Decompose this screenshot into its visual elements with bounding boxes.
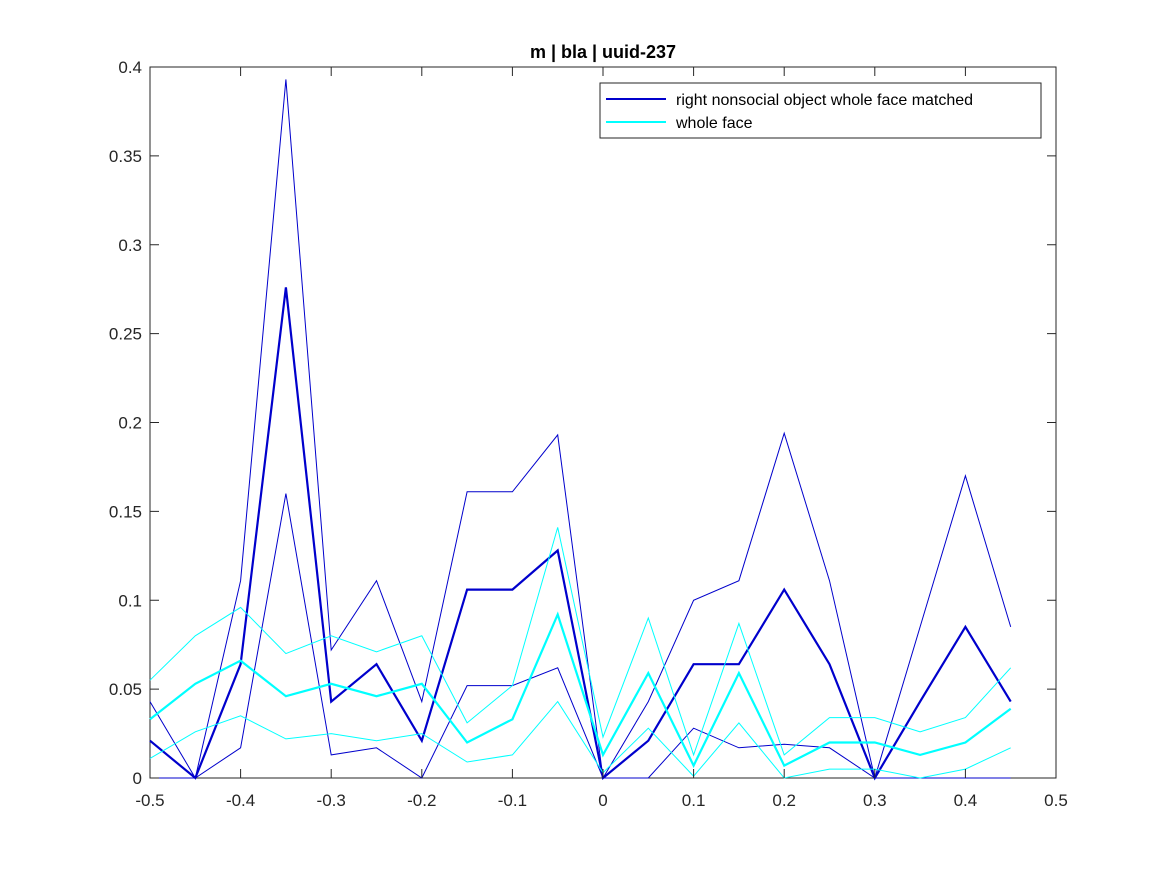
y-tick-label: 0.35	[109, 147, 142, 166]
y-tick-label: 0.2	[118, 414, 142, 433]
y-tick-label: 0.15	[109, 502, 142, 521]
series-mean-line-whole-face	[149, 611, 1012, 769]
x-tick-label: 0.5	[1044, 791, 1068, 810]
series-upper-line-whole-face	[149, 527, 1012, 757]
x-tick-label: 0.3	[863, 791, 887, 810]
y-tick-label: 0.3	[118, 236, 142, 255]
y-tick-label: 0.1	[118, 591, 142, 610]
x-tick-label: -0.3	[317, 791, 346, 810]
series-upper-line-right-nonsocial	[149, 79, 1012, 780]
legend-label-right-nonsocial: right nonsocial object whole face matche…	[676, 92, 973, 109]
axis-ticks: -0.5 -0.4 -0.3 -0.2 -0.1 0 0.1 0.2 0.3 0.4 0.5 0 0.0…	[109, 58, 1068, 810]
series-lines	[149, 79, 1012, 781]
series-mean-line-right-nonsocial	[149, 287, 1012, 781]
x-tick-label: 0.1	[682, 791, 706, 810]
y-tick-label: 0.4	[118, 58, 142, 77]
chart-title: m | bla | uuid-237	[530, 42, 676, 62]
x-tick-label: 0	[598, 791, 607, 810]
axes-box	[149, 66, 1057, 779]
x-tick-label: -0.1	[498, 791, 527, 810]
y-tick-label: 0	[133, 769, 142, 788]
legend-label-whole-face: whole face	[675, 115, 753, 132]
series-lower-line-whole-face	[149, 700, 1011, 779]
y-tick-label: 0.05	[109, 680, 142, 699]
x-tick-label: -0.5	[135, 791, 164, 810]
legend: right nonsocial object whole face matche…	[599, 82, 1042, 139]
series-lower-line-right-nonsocial	[150, 493, 1011, 779]
y-tick-label: 0.25	[109, 325, 142, 344]
x-tick-label: 0.4	[954, 791, 978, 810]
legend-box	[599, 82, 1042, 139]
x-tick-label: 0.2	[772, 791, 796, 810]
x-tick-label: -0.2	[407, 791, 436, 810]
x-tick-label: -0.4	[226, 791, 255, 810]
